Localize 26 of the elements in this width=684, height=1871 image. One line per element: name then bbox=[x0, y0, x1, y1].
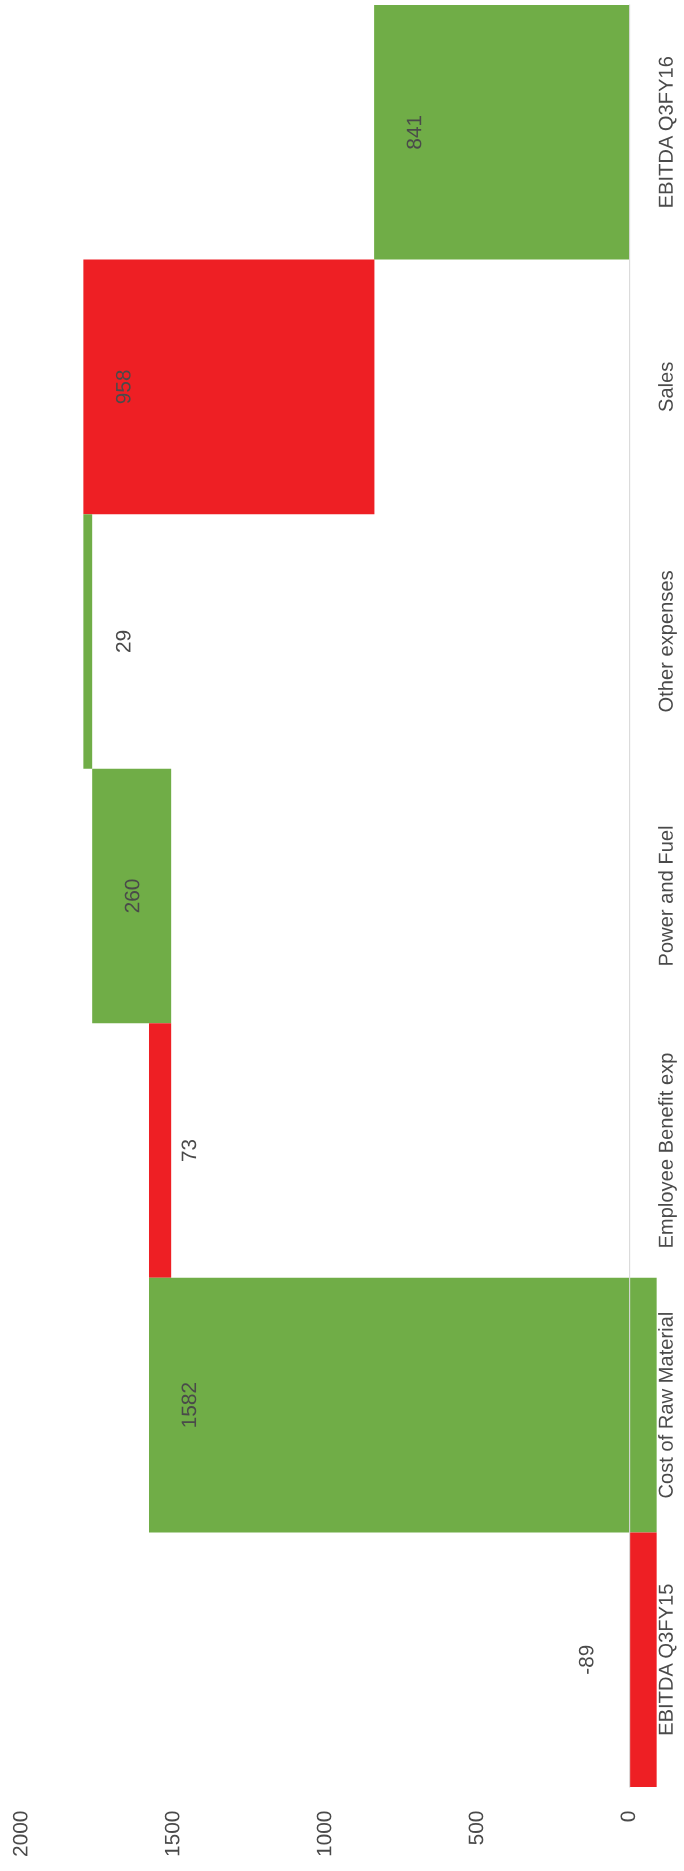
y-tick-label: Cost of Raw Material bbox=[658, 1313, 673, 1498]
data-label: -89 bbox=[578, 1645, 594, 1674]
y-tick-label: Power and Fuel bbox=[658, 826, 673, 965]
x-tick-label: 0 bbox=[620, 1811, 636, 1822]
bar bbox=[83, 259, 375, 515]
x-tick-label: 2000 bbox=[12, 1811, 28, 1856]
bar bbox=[83, 514, 93, 769]
x-tick-label: 500 bbox=[468, 1811, 484, 1845]
x-tick-label: 1000 bbox=[316, 1811, 332, 1856]
x-tick-label: 1500 bbox=[164, 1811, 180, 1856]
data-label: 841 bbox=[406, 115, 422, 149]
bar bbox=[374, 5, 630, 260]
y-tick-label: Other expenses bbox=[658, 571, 677, 712]
data-label: 29 bbox=[115, 630, 131, 652]
bar bbox=[148, 1023, 172, 1278]
data-label: 260 bbox=[124, 879, 140, 913]
y-tick-label: EBITDA Q3FY15 bbox=[658, 1584, 677, 1735]
bar bbox=[148, 1277, 657, 1533]
y-tick-label: Sales bbox=[658, 362, 673, 412]
data-label: 958 bbox=[115, 370, 131, 404]
data-label: 73 bbox=[181, 1139, 197, 1162]
data-label: 1582 bbox=[181, 1383, 197, 1427]
bar bbox=[629, 1532, 657, 1787]
y-tick-label: Employee Benefit exp bbox=[658, 1053, 677, 1247]
bar bbox=[92, 768, 172, 1024]
y-tick-label: EBITDA Q3FY16 bbox=[658, 57, 677, 207]
